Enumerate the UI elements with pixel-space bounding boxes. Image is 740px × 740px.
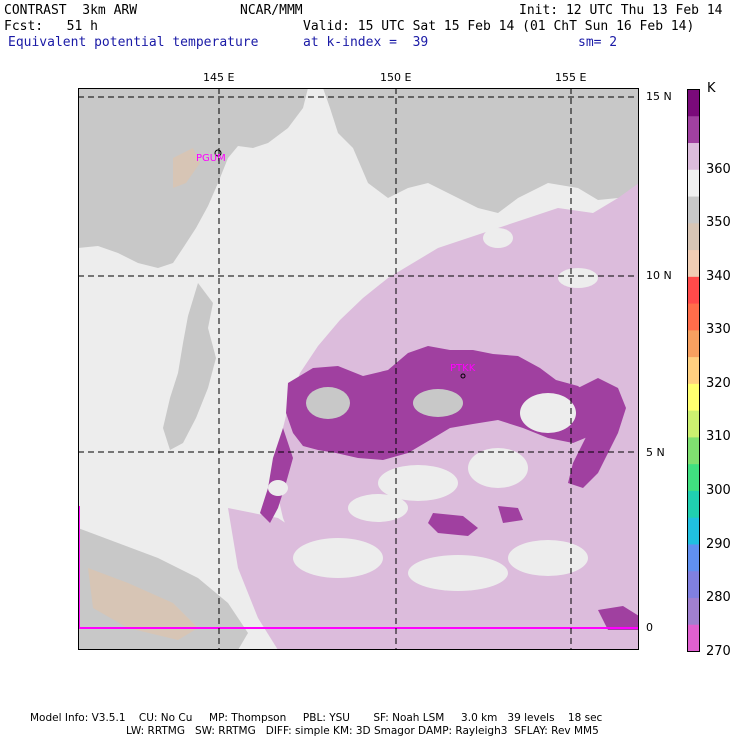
gray-hole xyxy=(413,389,463,417)
colorbar-swatch xyxy=(687,196,700,224)
dark-purple-west-arm xyxy=(260,428,293,523)
dark-purple-patch-se xyxy=(498,506,523,523)
colorbar xyxy=(687,89,700,652)
lat-label-15n: 15 N xyxy=(646,90,672,103)
theta-e-map: PGUM PTKK xyxy=(78,88,639,650)
colorbar-label: 310 xyxy=(706,429,731,445)
field-name: Equivalent potential temperature xyxy=(8,35,259,50)
gray-region-northwest xyxy=(78,88,308,268)
gray-hole xyxy=(520,393,576,433)
colorbar-swatch xyxy=(687,357,700,385)
tan-region-sw xyxy=(88,568,198,640)
colorbar-swatch xyxy=(687,383,700,412)
valid-time: Valid: 15 UTC Sat 15 Feb 14 (01 ChT Sun … xyxy=(303,19,695,34)
colorbar-label: 280 xyxy=(706,590,731,605)
gray-hole xyxy=(293,538,383,578)
colorbar-label: 300 xyxy=(706,482,731,498)
colorbar-swatch xyxy=(687,490,700,519)
lat-label-10n: 10 N xyxy=(646,269,672,282)
station-label-pgum: PGUM xyxy=(196,153,226,164)
colorbar-swatch xyxy=(687,276,700,305)
colorbar-swatch xyxy=(687,303,700,331)
colorbar-swatch xyxy=(687,169,700,198)
colorbar-swatch xyxy=(687,571,700,599)
light-purple-south-fringe xyxy=(228,508,639,650)
gray-hole xyxy=(348,494,408,522)
colorbar-label: 290 xyxy=(706,536,731,552)
map-frame xyxy=(78,88,639,650)
lon-label-145: 145 E xyxy=(203,71,235,84)
colorbar-swatch xyxy=(687,223,700,251)
lat-label-5n: 5 N xyxy=(646,446,665,459)
organization-label: NCAR/MMM xyxy=(240,3,303,18)
gray-region-northeast xyxy=(323,88,639,213)
smoothing-label: sm= 2 xyxy=(578,35,618,50)
lon-label-155: 155 E xyxy=(555,71,587,84)
model-info-line1: Model Info: V3.5.1 CU: No Cu MP: Thompso… xyxy=(30,712,603,724)
dark-purple-east-arm xyxy=(568,378,626,488)
gray-hole xyxy=(508,540,588,576)
colorbar-swatch xyxy=(687,597,700,626)
gray-hole xyxy=(558,268,598,288)
lat-label-0: 0 xyxy=(646,621,653,634)
colorbar-unit: K xyxy=(707,81,716,96)
gray-hole xyxy=(468,448,528,488)
colorbar-swatch xyxy=(687,89,700,117)
init-time: Init: 12 UTC Thu 13 Feb 14 xyxy=(519,3,723,18)
station-marker xyxy=(214,149,222,157)
colorbar-frame xyxy=(687,89,700,652)
graticule xyxy=(78,88,639,650)
colorbar-swatch xyxy=(687,410,700,438)
gray-hole xyxy=(408,555,508,591)
station-marker xyxy=(460,373,466,379)
colorbar-swatch xyxy=(687,250,700,278)
colorbar-label: 340 xyxy=(706,268,731,284)
colorbar-swatch xyxy=(687,330,700,358)
model-info-line2: LW: RRTMG SW: RRTMG DIFF: simple KM: 3D … xyxy=(126,725,599,737)
colorbar-label: 350 xyxy=(706,215,731,231)
colorbar-swatch xyxy=(687,116,700,144)
model-title: CONTRAST 3km ARW xyxy=(4,3,138,18)
colorbar-swatch xyxy=(687,544,700,572)
gray-hole xyxy=(306,387,350,419)
lon-label-150: 150 E xyxy=(380,71,412,84)
gray-hole xyxy=(378,465,458,501)
gray-region-ridge xyxy=(163,283,216,450)
level-label: at k-index = 39 xyxy=(303,35,429,50)
colorbar-swatch xyxy=(687,517,700,545)
colorbar-label: 330 xyxy=(706,322,731,338)
dark-purple-corner xyxy=(598,606,639,630)
dark-purple-patch-south xyxy=(428,513,478,536)
colorbar-label: 320 xyxy=(706,375,731,391)
colorbar-swatch xyxy=(687,143,700,171)
colorbar-label: 360 xyxy=(706,161,731,177)
colorbar-swatch xyxy=(687,464,700,492)
gray-hole xyxy=(483,228,513,248)
forecast-hour: Fcst: 51 h xyxy=(4,19,98,34)
colorbar-label: 270 xyxy=(706,643,731,659)
gray-hole xyxy=(268,480,288,496)
colorbar-swatch xyxy=(687,437,700,465)
station-label-ptkk: PTKK xyxy=(450,363,476,374)
colorbar-swatch xyxy=(687,624,700,652)
tan-region-nw xyxy=(173,148,200,188)
